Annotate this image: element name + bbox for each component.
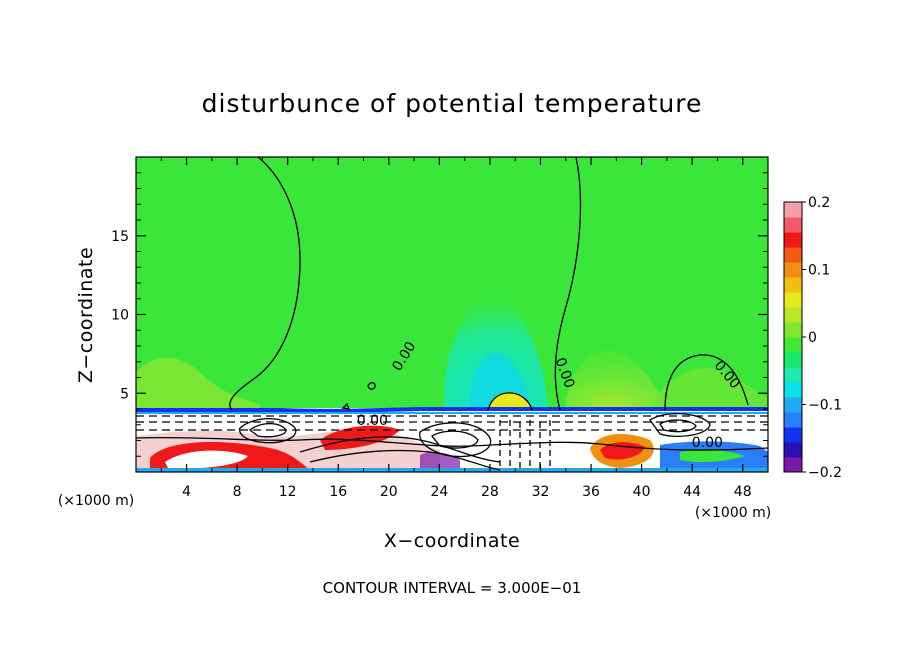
x-tick-label: 32 [532, 484, 550, 500]
colorbar: 0.2 0.1 0 −0.1 −0.2 [783, 195, 842, 481]
field-patch-right-rise-2 [650, 368, 768, 410]
contour-label: 0.00 [357, 413, 388, 429]
contour-zero-right [664, 354, 749, 411]
colorbar-swatch [784, 307, 802, 323]
colorbar-swatch [784, 337, 802, 353]
colorbar-swatch [784, 322, 802, 338]
colorbar-swatch [784, 232, 802, 248]
colorbar-swatch [784, 397, 802, 413]
x-tick-label: 20 [380, 484, 398, 500]
field-patch-red-right [600, 442, 645, 460]
colorbar-swatch [784, 262, 802, 278]
x-tick-label: 48 [734, 484, 752, 500]
x-axis: 4 8 12 16 20 24 28 32 36 40 44 48 [160, 157, 752, 500]
contour-zero-bump [487, 392, 533, 411]
colorbar-tick-label: −0.1 [808, 398, 842, 414]
contour-eddy-1 [239, 418, 297, 444]
colorbar-swatch [784, 202, 802, 218]
x-unit-left: (×1000 m) [58, 493, 134, 509]
contour-eddy-3 [419, 422, 492, 458]
colorbar-tick-label: 0.2 [808, 195, 830, 211]
colorbar-swatch [784, 382, 802, 398]
x-tick-label: 44 [683, 484, 701, 500]
x-tick-label: 8 [233, 484, 242, 500]
contour-lines [136, 157, 768, 471]
field-line-blue-top [136, 407, 768, 413]
contour-eddy-2 [248, 422, 287, 438]
contour-stream-3 [499, 420, 551, 470]
field-patch-cyan-bottom [136, 468, 768, 472]
field-patch-red-core-mid [320, 425, 400, 450]
contour-stream-1 [299, 436, 501, 463]
field-patch-green-right [680, 449, 745, 463]
y-tick-label: 15 [111, 229, 129, 245]
x-tick-label: 16 [329, 484, 347, 500]
colorbar-swatch [784, 247, 802, 263]
x-tick-label: 4 [182, 484, 191, 500]
x-tick-label: 12 [279, 484, 297, 500]
contour-eddy-6 [659, 419, 697, 433]
y-axis-label: Z−coordinate [75, 247, 97, 383]
colorbar-swatch [784, 352, 802, 368]
contour-zero-center [554, 157, 582, 411]
field-patch-white-core-left [165, 450, 248, 469]
y-axis: 5 10 15 [111, 172, 768, 457]
x-tick-label: 36 [582, 484, 600, 500]
contour-small-2 [341, 402, 351, 410]
contour-eddy-5 [649, 412, 711, 438]
field-patch-right-rise [565, 349, 664, 410]
x-tick-label: 28 [481, 484, 499, 500]
plot-area: 0.00 0.00 0.000.000.00 [136, 157, 768, 472]
colorbar-swatch [784, 412, 802, 428]
colorbar-swatch [784, 457, 802, 473]
y-tick-label: 5 [120, 386, 129, 402]
colorbar-swatch [784, 277, 802, 293]
colorbar-tick-label: −0.2 [808, 465, 842, 481]
x-axis-label: X−coordinate [384, 530, 520, 552]
colorbar-swatch [784, 292, 802, 308]
x-unit-right: (×1000 m) [695, 505, 771, 521]
field-patch-left-rise [136, 357, 260, 410]
chart-title: disturbunce of potential temperature [202, 89, 703, 118]
contour-label: 0.00 [692, 435, 723, 451]
colorbar-swatch [784, 367, 802, 383]
colorbar-tick-label: 0.1 [808, 263, 830, 279]
colorbar-swatch [784, 217, 802, 233]
y-tick-label: 10 [111, 308, 129, 324]
colorbar-swatch [784, 442, 802, 458]
colorbar-tick-label: 0 [808, 330, 817, 346]
contour-interval-note: CONTOUR INTERVAL = 3.000E−01 [323, 579, 582, 597]
contour-zero-left [229, 157, 301, 411]
field-patch-magenta-bottom [420, 452, 460, 470]
x-tick-label: 24 [430, 484, 448, 500]
colorbar-swatch [784, 427, 802, 443]
contour-stream-2 [309, 449, 501, 471]
x-tick-label: 40 [633, 484, 651, 500]
contour-small-1 [367, 382, 376, 390]
